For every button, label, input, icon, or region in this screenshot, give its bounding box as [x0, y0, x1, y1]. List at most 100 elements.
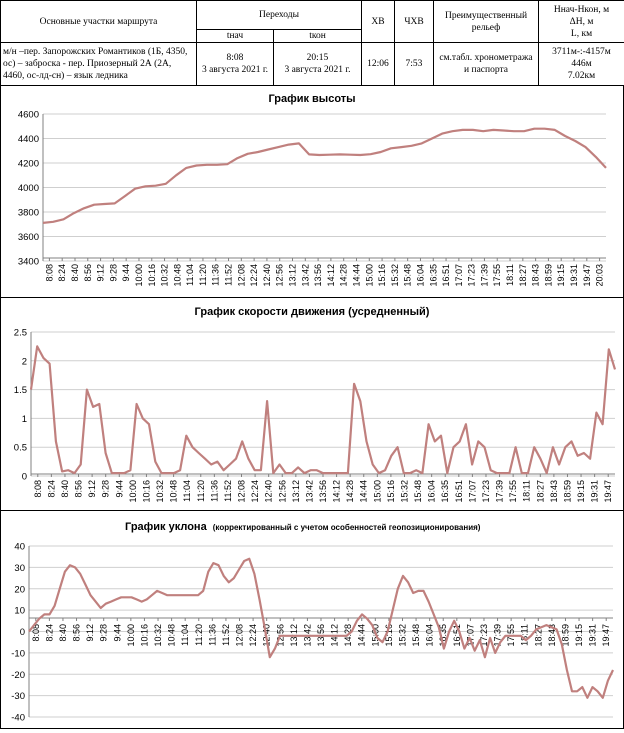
speed-chart: График скорости движения (усредненный) 2…	[1, 298, 623, 510]
length-value: 7.02км	[541, 70, 622, 82]
x-tick-label: 9:12	[85, 624, 95, 642]
header-xv: ХВ	[362, 1, 395, 43]
x-tick-label: 17:23	[481, 480, 491, 503]
header-height: Hнач-Hкон, м ΔH, м L, км	[539, 1, 624, 43]
x-tick-label: 19:47	[601, 624, 611, 647]
x-tick-label: 18:27	[518, 264, 528, 287]
x-tick-label: 19:15	[574, 624, 584, 647]
x-tick-label: 12:24	[248, 624, 258, 647]
x-tick-label: 12:56	[277, 480, 287, 503]
start-time-cell: 8:08 3 августа 2021 г.	[197, 43, 274, 86]
x-tick-label: 15:16	[377, 264, 387, 287]
height-range-value: 3711м-:-4157м	[541, 46, 622, 58]
start-time: 8:08	[199, 52, 271, 64]
x-tick-label: 11:04	[185, 264, 195, 286]
x-tick-label: 12:40	[264, 480, 274, 503]
altitude-chart: График высоты 46004400420040003800360034…	[1, 86, 623, 297]
x-tick-label: 8:08	[33, 480, 43, 498]
y-tick-label: 4600	[18, 110, 39, 121]
y-tick-label: 2	[22, 356, 27, 367]
x-tick-label: 8:56	[72, 624, 82, 642]
x-tick-label: 11:20	[196, 480, 206, 502]
series-line	[43, 129, 606, 223]
x-tick-label: 19:31	[569, 264, 579, 287]
height-delta-value: 446м	[541, 58, 622, 70]
x-tick-label: 13:42	[300, 264, 310, 287]
x-tick-label: 13:56	[318, 480, 328, 503]
y-tick-label: -30	[11, 691, 25, 702]
slope-chart-title-main: График уклона	[125, 521, 208, 533]
x-tick-label: 17:07	[454, 264, 464, 287]
y-tick-label: 3600	[18, 232, 39, 243]
y-tick-label: 2.5	[14, 328, 27, 339]
y-tick-label: 1.5	[14, 385, 27, 396]
x-tick-label: 10:48	[169, 480, 179, 503]
x-tick-label: 12:08	[236, 264, 246, 287]
x-tick-label: 8:08	[44, 264, 54, 282]
x-tick-label: 16:51	[441, 264, 451, 287]
x-tick-label: 16:04	[415, 264, 425, 287]
x-tick-label: 8:40	[70, 264, 80, 282]
route-summary-table: Основные участки маршрута Переходы ХВ ЧХ…	[0, 0, 624, 86]
x-tick-label: 10:16	[139, 624, 149, 647]
x-tick-label: 14:12	[332, 480, 342, 503]
x-tick-label: 11:52	[221, 624, 231, 646]
x-tick-label: 8:24	[44, 624, 54, 642]
x-tick-label: 11:20	[194, 624, 204, 646]
x-tick-label: 15:32	[390, 264, 400, 287]
x-tick-label: 8:56	[74, 480, 84, 498]
y-tick-label: 40	[14, 542, 25, 553]
x-tick-label: 19:15	[576, 480, 586, 503]
x-tick-label: 11:04	[180, 624, 190, 646]
xv-value: 12:06	[362, 43, 395, 86]
header-sections: Основные участки маршрута	[1, 1, 197, 43]
x-tick-label: 15:16	[386, 480, 396, 503]
y-tick-label: 3400	[18, 257, 39, 268]
x-tick-label: 9:28	[99, 624, 109, 642]
x-tick-label: 11:52	[223, 480, 233, 502]
y-tick-label: -40	[11, 713, 25, 724]
relief-value: см.табл. хронометража и паспорта	[434, 43, 539, 86]
x-tick-label: 10:16	[147, 264, 157, 287]
x-tick-label: 15:48	[413, 480, 423, 503]
slope-chart-panel: График уклона (корректированный с учетом…	[0, 510, 624, 729]
chxv-value: 7:53	[395, 43, 434, 86]
x-tick-label: 17:39	[479, 264, 489, 287]
x-tick-label: 15:48	[403, 264, 413, 287]
height-values: 3711м-:-4157м 446м 7.02км	[539, 43, 624, 86]
x-tick-label: 14:28	[345, 480, 355, 503]
y-tick-label: 0	[22, 472, 27, 483]
x-tick-label: 9:44	[121, 264, 131, 282]
header-relief: Преимущественный рельеф	[434, 1, 539, 43]
x-tick-label: 13:56	[313, 264, 323, 287]
x-tick-label: 19:15	[556, 264, 566, 287]
x-tick-label: 12:40	[262, 264, 272, 287]
x-tick-label: 18:43	[531, 264, 541, 287]
x-tick-label: 10:48	[172, 264, 182, 287]
x-tick-label: 11:04	[182, 480, 192, 502]
x-tick-label: 8:40	[60, 480, 70, 498]
x-tick-label: 19:47	[603, 480, 613, 503]
x-tick-label: 14:44	[351, 264, 361, 287]
x-tick-label: 8:56	[83, 264, 93, 282]
header-t-end: tкон	[274, 30, 362, 43]
x-tick-label: 16:04	[427, 480, 437, 503]
x-tick-label: 10:00	[126, 624, 136, 647]
header-length: L, км	[541, 28, 622, 40]
y-tick-label: 20	[14, 584, 25, 595]
y-tick-label: 10	[14, 606, 25, 617]
slope-chart-subtitle: (корректированный с учетом особенностей …	[213, 523, 481, 532]
x-tick-label: 15:32	[397, 624, 407, 647]
speed-chart-panel: График скорости движения (усредненный) 2…	[0, 297, 624, 511]
y-tick-label: 30	[14, 563, 25, 574]
x-tick-label: 11:52	[224, 264, 234, 286]
end-time: 20:15	[276, 52, 359, 64]
y-tick-label: 0	[20, 627, 25, 638]
x-tick-label: 18:27	[535, 480, 545, 503]
x-tick-label: 12:24	[249, 264, 259, 287]
y-tick-label: 4000	[18, 183, 39, 194]
x-tick-label: 9:28	[108, 264, 118, 282]
x-tick-label: 18:59	[543, 264, 553, 287]
x-tick-label: 14:44	[359, 480, 369, 503]
